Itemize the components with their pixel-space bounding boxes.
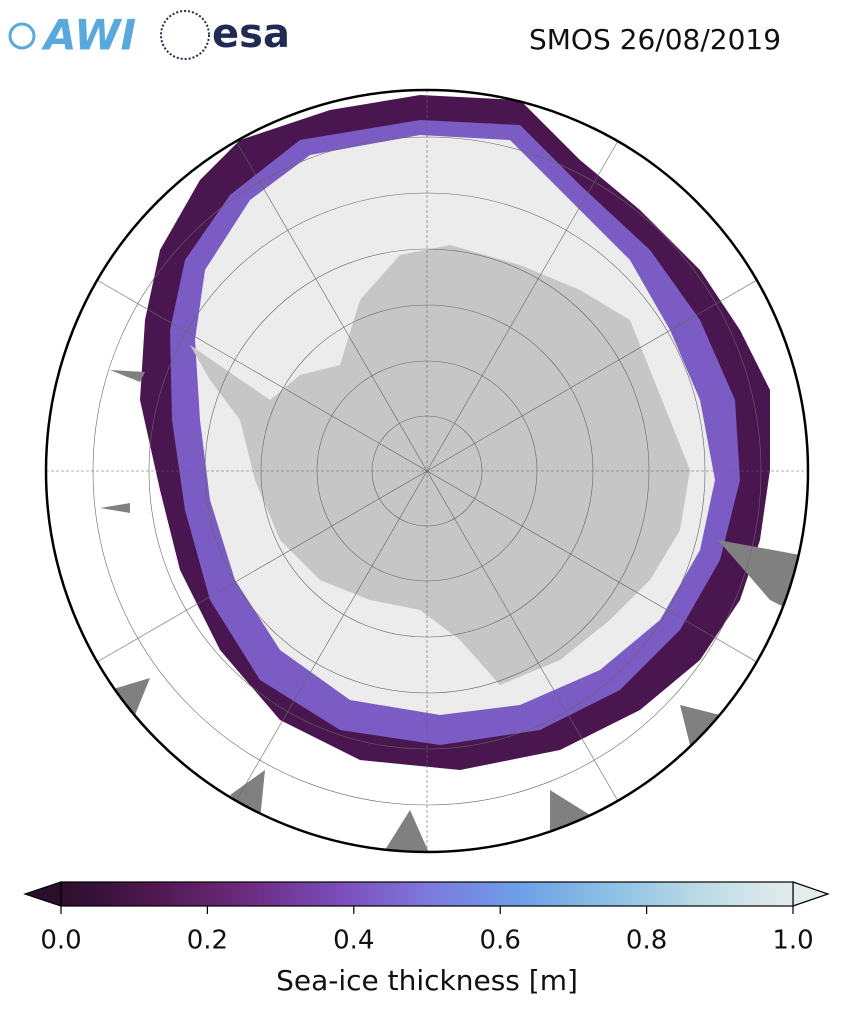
awi-text: AWI	[41, 11, 136, 60]
esa-text: esa	[212, 11, 290, 57]
colorbar-tick-label: 0.0	[40, 926, 81, 956]
colorbar-under	[23, 881, 62, 907]
colorbar-over	[792, 881, 830, 907]
colorbar-tick-label: 0.8	[626, 926, 667, 956]
colorbar-label: Sea-ice thickness [m]	[276, 964, 578, 997]
map	[46, 90, 808, 852]
esa-logo: esa	[160, 10, 290, 60]
map-border	[44, 88, 810, 854]
antarctica	[190, 245, 690, 685]
graticule	[46, 90, 808, 852]
colorbar-tick-label: 0.2	[187, 926, 228, 956]
awi-logo: AWI	[8, 11, 136, 60]
colorbar-tick-label: 0.6	[480, 926, 521, 956]
colorbar-tick-label: 0.4	[333, 926, 374, 956]
colorbar-tick-label: 1.0	[772, 926, 813, 956]
map-title: SMOS 26/08/2019	[529, 23, 781, 56]
colorbar	[60, 881, 794, 907]
